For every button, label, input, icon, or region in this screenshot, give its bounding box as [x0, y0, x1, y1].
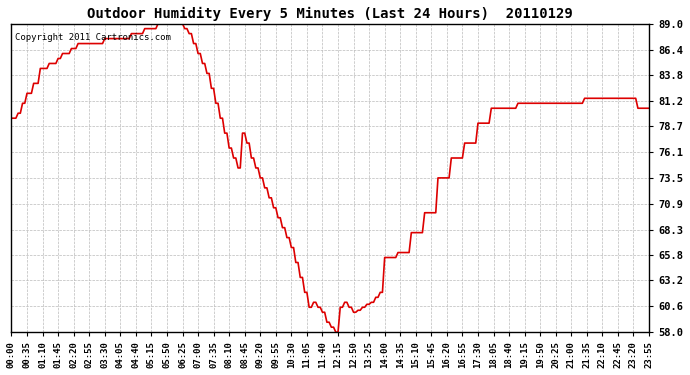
Text: Copyright 2011 Cartronics.com: Copyright 2011 Cartronics.com: [14, 33, 170, 42]
Title: Outdoor Humidity Every 5 Minutes (Last 24 Hours)  20110129: Outdoor Humidity Every 5 Minutes (Last 2…: [88, 7, 573, 21]
